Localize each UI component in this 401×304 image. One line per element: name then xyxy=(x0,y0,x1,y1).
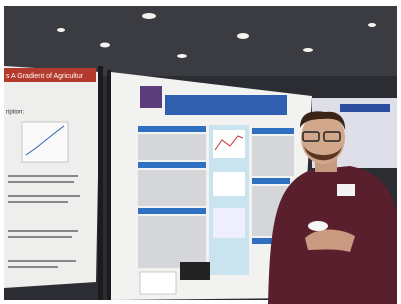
poster-banner xyxy=(340,104,390,112)
left-poster-label: ription: xyxy=(6,110,24,116)
chart-figure xyxy=(213,172,245,196)
left-poster-title: s A Gradient of Agricultur xyxy=(6,73,84,80)
photo: s A Gradient of Agricultur ription: xyxy=(0,0,401,304)
chart-figure xyxy=(213,208,245,238)
poster-logo xyxy=(140,86,162,108)
bar-figure xyxy=(140,272,176,294)
name-badge xyxy=(337,184,355,196)
poster-stand-pole xyxy=(107,70,111,300)
ceiling xyxy=(4,6,397,76)
chart-figure xyxy=(213,130,245,158)
gel-image xyxy=(180,262,210,280)
cup xyxy=(308,221,328,231)
page: {"scene": {"left_poster_title": "s A Gra… xyxy=(0,0,401,304)
main-poster-title-banner xyxy=(165,95,287,115)
poster-stand-pole xyxy=(98,66,103,300)
